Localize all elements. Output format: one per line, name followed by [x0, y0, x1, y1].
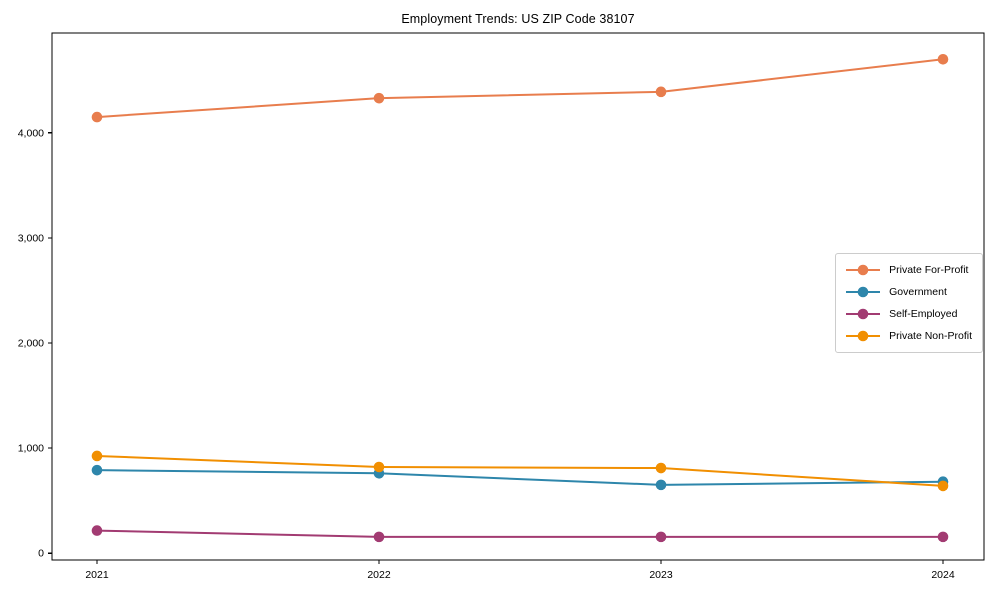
data-point: [655, 531, 667, 543]
series-line-government: [96, 469, 944, 486]
chart-title: Employment Trends: US ZIP Code 38107: [401, 12, 635, 26]
legend-marker-icon: [846, 308, 881, 320]
data-point: [91, 525, 103, 536]
legend-label: Private For-Profit: [889, 264, 969, 276]
x-tick-label: 2023: [649, 569, 673, 581]
legend-item: Self-Employed: [845, 305, 972, 323]
x-tick-label: 2022: [367, 569, 391, 581]
series-line-self-employed: [96, 529, 944, 538]
legend-marker-icon: [846, 330, 881, 342]
data-point: [91, 111, 103, 123]
legend-marker-icon: [846, 286, 881, 298]
data-point: [373, 92, 385, 104]
y-tick-label: 0: [38, 548, 44, 560]
legend-label: Private Non-Profit: [889, 330, 972, 342]
y-tick-label: 2,000: [18, 338, 44, 350]
data-point: [91, 464, 103, 476]
data-point: [655, 479, 667, 491]
data-point: [937, 531, 949, 543]
y-tick-label: 4,000: [18, 127, 44, 139]
data-point: [655, 86, 667, 98]
legend: Private For-Profit Government Self-Employe…: [835, 253, 983, 353]
legend-item: Private Non-Profit: [845, 327, 972, 345]
axes-frame: [51, 32, 985, 561]
series-line-private-for-profit: [96, 58, 944, 119]
data-point: [655, 462, 667, 474]
legend-item: Private For-Profit: [845, 261, 972, 279]
legend-item: Government: [845, 283, 972, 301]
legend-label: Government: [889, 286, 947, 298]
x-tick-label: 2021: [85, 569, 109, 581]
data-point: [373, 531, 385, 543]
data-point: [937, 480, 949, 492]
legend-label: Self-Employed: [889, 308, 958, 320]
legend-marker-icon: [846, 264, 881, 276]
x-tick-label: 2024: [931, 569, 955, 581]
y-tick-label: 3,000: [18, 232, 44, 244]
y-tick-label: 1,000: [18, 443, 44, 455]
series-line-private-non-profit: [96, 454, 944, 487]
data-point: [937, 53, 949, 65]
data-point: [373, 461, 385, 473]
data-point: [91, 450, 103, 462]
